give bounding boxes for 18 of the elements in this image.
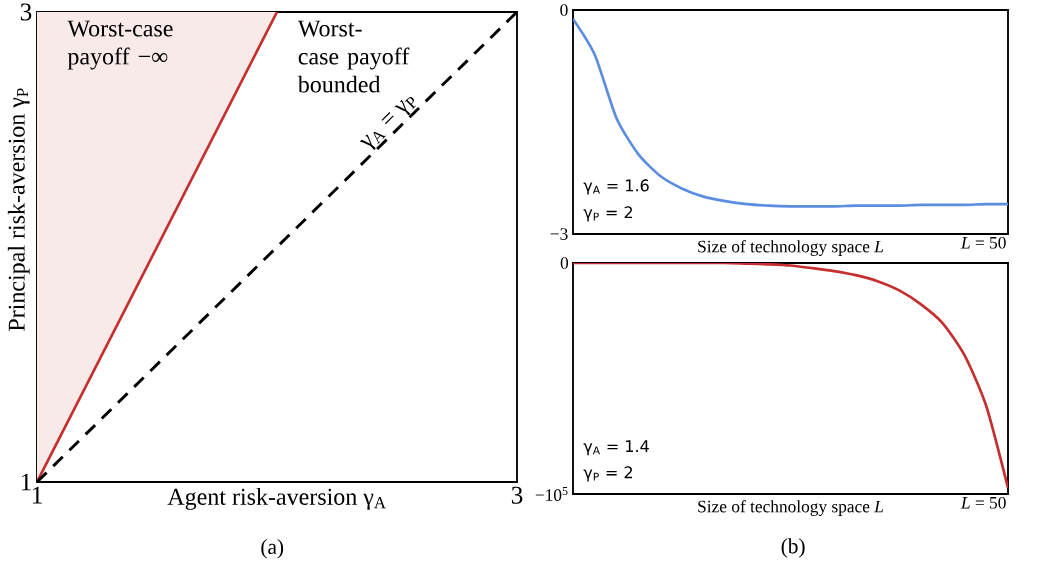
- annotation: γ$_{A}$ = γ$_{P}$: [359, 97, 416, 150]
- annotation: γ$_{P}$ = 2: [583, 466, 633, 482]
- x-axis-title: Agent risk-aversion γ$_{A}$: [167, 488, 386, 510]
- x-axis-title: Size of technology space L: [698, 240, 884, 256]
- text: −10$^{5}$: [535, 487, 568, 501]
- annotation: Worst-case payoff −∞: [67, 20, 173, 70]
- annotation: γ$_{P}$ = 2: [583, 206, 633, 222]
- annotation: γ$_{A}$ = 1.4: [583, 440, 649, 456]
- annotation: γ$_{A}$ = 1.6: [583, 179, 649, 195]
- line-series: [573, 17, 1008, 208]
- text: (b): [781, 538, 805, 558]
- text: L = 50: [960, 236, 1006, 249]
- y-tick-label: −3: [550, 228, 568, 240]
- text: (a): [261, 539, 284, 559]
- annotation: Worst-case payoff bounded: [297, 20, 410, 93]
- x-axis-title: Size of technology space L: [698, 500, 884, 516]
- text: L = 50: [960, 496, 1006, 509]
- y-axis-title: Principal risk-aversion γ$_{P}$: [7, 88, 30, 331]
